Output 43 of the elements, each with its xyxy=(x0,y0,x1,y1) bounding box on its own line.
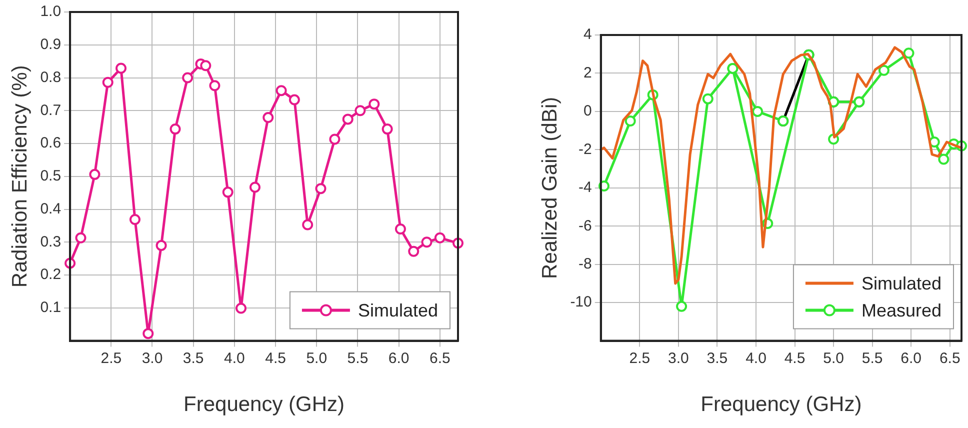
x-axis-title: Frequency (GHz) xyxy=(184,393,345,416)
x-tick-label: 6.5 xyxy=(939,350,960,367)
y-tick-label: 1.0 xyxy=(40,3,62,20)
x-tick-label: 5.5 xyxy=(862,350,883,367)
x-tick-label: 5.0 xyxy=(306,350,328,367)
y-tick-label: 0.2 xyxy=(40,266,62,284)
x-tick-label: 5.0 xyxy=(823,350,844,367)
x-tick-label: 5.5 xyxy=(347,350,368,367)
x-axis-title: Frequency (GHz) xyxy=(700,393,862,416)
x-tick-label: 6.0 xyxy=(388,350,410,367)
y-axis-title: Radiation Efficiency (%) xyxy=(8,65,32,288)
y-tick-label: -6 xyxy=(578,217,592,234)
y-tick-label: 0.4 xyxy=(40,200,62,218)
y-tick-label: 0.8 xyxy=(40,68,62,86)
x-tick-label: 2.5 xyxy=(100,350,122,367)
y-tick-label: -4 xyxy=(578,179,592,196)
x-tick-label: 2.5 xyxy=(629,350,650,367)
y-tick-label: 0.5 xyxy=(40,168,62,185)
x-tick-label: 6.5 xyxy=(429,350,450,367)
y-tick-label: 0.3 xyxy=(40,233,62,250)
x-tick-label: 4.0 xyxy=(746,350,766,367)
x-tick-label: 3.5 xyxy=(182,350,204,367)
y-tick-label: 4 xyxy=(584,26,592,44)
x-tick-label: 3.5 xyxy=(706,350,728,367)
y-tick-label: 0.6 xyxy=(40,134,62,152)
y-tick-label: 0.7 xyxy=(40,102,62,119)
x-tick-label: 6.0 xyxy=(900,350,922,367)
x-tick-label: 3.0 xyxy=(142,350,163,367)
y-tick-label: 0 xyxy=(584,102,592,120)
legend-label: Simulated xyxy=(358,300,438,320)
y-tick-label: 2 xyxy=(584,64,592,82)
y-tick-label: 0.1 xyxy=(40,299,62,316)
y-axis-title: Realized Gain (dBi) xyxy=(538,96,562,279)
x-tick-label: 4.5 xyxy=(784,350,806,367)
x-tick-label: 4.5 xyxy=(265,350,286,367)
y-tick-label: -8 xyxy=(578,255,592,272)
y-tick-label: -10 xyxy=(570,294,592,311)
x-tick-label: 3.0 xyxy=(668,350,689,367)
legend-label: Measured xyxy=(861,300,942,320)
legend-label: Simulated xyxy=(861,273,942,294)
x-tick-label: 4.0 xyxy=(224,350,245,367)
y-tick-label: -2 xyxy=(578,140,592,158)
y-tick-label: 0.9 xyxy=(40,36,62,54)
